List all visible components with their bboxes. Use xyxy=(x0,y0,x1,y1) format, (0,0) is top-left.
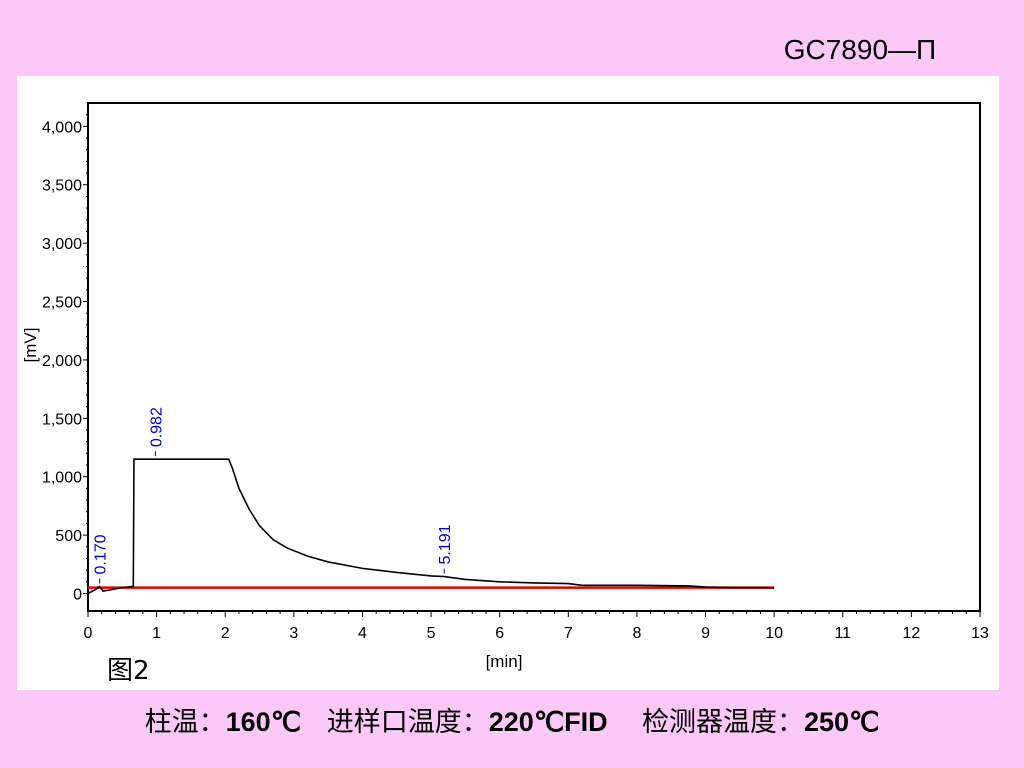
y-tick-label: 2,500 xyxy=(42,295,82,312)
x-axis-label: [min] xyxy=(486,652,523,671)
injector-temp-value: 220℃FID xyxy=(488,707,608,737)
x-tick-label: 7 xyxy=(564,625,573,642)
x-tick-label: 9 xyxy=(701,625,710,642)
x-tick-label: 2 xyxy=(221,625,230,642)
plot-frame xyxy=(87,102,981,612)
figure-label: 图2 xyxy=(107,656,150,686)
detector-temp-label: 检测器温度： xyxy=(641,707,804,738)
x-tick-label: 8 xyxy=(632,625,641,642)
chromatogram-panel: 0 1 2 3 4 5 6 7 8 9 10 11 12 13 0 500 1,000 1,500 2,000 2,5… xyxy=(17,76,999,690)
x-tick-label: 1 xyxy=(152,625,161,642)
y-tick-label: 4,000 xyxy=(42,119,82,136)
x-tick-label: 13 xyxy=(971,625,989,642)
model-title: GC7890—Π xyxy=(783,34,937,65)
y-tick-label: 1,000 xyxy=(42,470,82,487)
y-tick-label: 0 xyxy=(73,586,82,603)
x-tick-label: 5 xyxy=(427,625,436,642)
x-tick-label: 12 xyxy=(902,625,920,642)
injector-temp-label: 进样口温度： xyxy=(326,707,489,738)
peak-label: 0.170 xyxy=(93,534,110,574)
x-tick-label: 3 xyxy=(289,625,298,642)
column-temp-label: 柱温： xyxy=(144,707,226,738)
y-tick-label: 2,000 xyxy=(42,353,82,370)
chromatogram-series xyxy=(87,458,775,595)
conditions-caption: 柱温：160℃ 进样口温度：220℃FID 检测器温度：250℃ xyxy=(0,700,1024,739)
y-tick-label: 1,500 xyxy=(42,411,82,428)
peak-label: 5.191 xyxy=(437,524,454,564)
peak-label: 0.982 xyxy=(148,407,165,447)
column-temp-value: 160℃ xyxy=(225,707,302,737)
x-tick-label: 11 xyxy=(834,625,851,642)
x-tick-label: 4 xyxy=(358,625,367,642)
detector-temp-value: 250℃ xyxy=(803,707,880,737)
chromatogram-chart: 0 1 2 3 4 5 6 7 8 9 10 11 12 1305001,0001,5002,0002,5… xyxy=(21,102,989,671)
y-tick-label: 3,500 xyxy=(42,178,82,195)
y-tick-label: 3,000 xyxy=(42,236,82,253)
y-tick-label: 500 xyxy=(55,528,82,545)
y-axis-label: [mV] xyxy=(21,328,40,363)
x-tick-label: 6 xyxy=(495,625,504,642)
x-tick-label: 0 xyxy=(84,625,93,642)
x-tick-label: 10 xyxy=(765,625,783,642)
